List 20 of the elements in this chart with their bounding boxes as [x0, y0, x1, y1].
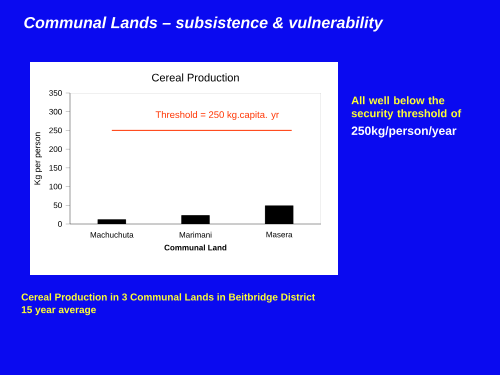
text: All well below the security threshold of: [351, 96, 462, 120]
text: 250kg/person/year: [352, 126, 456, 138]
y-tick-label: 300: [49, 108, 62, 115]
y-tick-label: 150: [49, 165, 62, 171]
text: Cereal Production in 3 Communal Lands in Beitbridge District: [22, 293, 316, 303]
y-axis-title: Kg per person: [34, 132, 42, 185]
text: Communal Lands – subsistence & vulnerability: [24, 16, 384, 32]
y-tick-label: 0: [58, 221, 62, 227]
y-tick-label: 350: [49, 90, 62, 96]
ref-line-label: Threshold = 250 kg.capita. yr: [156, 111, 279, 120]
x-tick-label: Machuchuta: [90, 232, 134, 238]
y-tick-label: 200: [49, 146, 62, 152]
x-tick-label: Marimani: [180, 232, 212, 238]
y-tick-label: 50: [54, 202, 62, 208]
y-tick-label: 250: [49, 128, 62, 134]
text: 15 year average: [22, 306, 96, 316]
x-tick-label: Masera: [266, 232, 293, 238]
x-axis-title: Communal Land: [164, 244, 226, 250]
chart-title: Cereal Production: [152, 73, 239, 82]
y-tick-label: 100: [49, 184, 62, 190]
